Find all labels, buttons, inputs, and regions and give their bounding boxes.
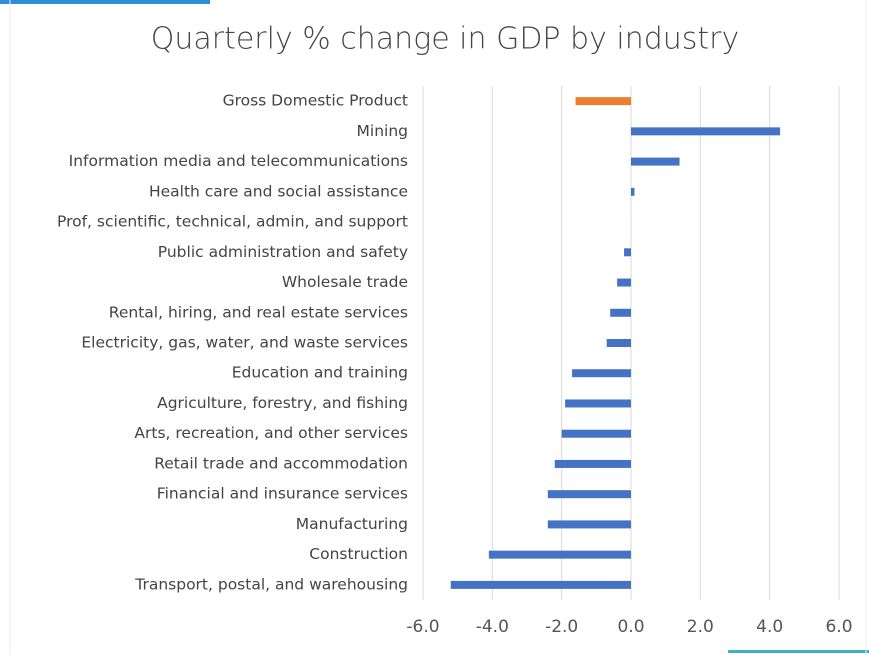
x-tick-label: 0.0 [617, 617, 644, 637]
bar [575, 97, 631, 106]
y-tick-label: Wholesale trade [282, 273, 408, 291]
y-tick-label: Prof, scientific, technical, admin, and … [57, 213, 408, 231]
bar [631, 187, 635, 196]
bar [554, 459, 631, 468]
y-tick-label: Manufacturing [296, 515, 408, 533]
y-tick-label: Health care and social assistance [149, 182, 408, 200]
y-tick-label: Transport, postal, and warehousing [134, 575, 408, 593]
y-tick-label: Construction [309, 545, 408, 563]
x-tick-label: -2.0 [545, 617, 578, 637]
bar [624, 248, 631, 257]
x-tick-label: 6.0 [825, 617, 852, 637]
chart-title: Quarterly % change in GDP by industry [151, 22, 740, 57]
bar [547, 520, 631, 529]
y-tick-label: Information media and telecommunications [69, 152, 408, 170]
bar [631, 127, 781, 136]
bar [610, 308, 631, 317]
bar [450, 580, 631, 589]
bar [606, 339, 631, 347]
bar [572, 369, 631, 378]
y-tick-label: Arts, recreation, and other services [134, 424, 408, 442]
y-tick-label: Mining [357, 122, 408, 140]
top-accent [0, 0, 210, 4]
x-tick-label: -6.0 [406, 617, 439, 637]
bar [488, 550, 631, 559]
y-tick-label: Agriculture, forestry, and fishing [157, 394, 408, 412]
y-tick-label: Financial and insurance services [157, 485, 408, 503]
y-tick-label: Electricity, gas, water, and waste servi… [81, 334, 408, 352]
x-tick-label: 2.0 [687, 617, 714, 637]
bar [561, 429, 631, 438]
bar [617, 278, 631, 287]
y-tick-label: Public administration and safety [158, 243, 408, 261]
bottom-accent [728, 650, 869, 653]
y-tick-label: Retail trade and accommodation [154, 454, 408, 472]
x-tick-label: -4.0 [476, 617, 509, 637]
y-tick-label: Rental, hiring, and real estate services [109, 303, 408, 321]
y-tick-label: Education and training [232, 364, 408, 382]
y-tick-label: Gross Domestic Product [223, 92, 408, 110]
bar [631, 157, 680, 166]
bar [547, 490, 631, 499]
x-tick-label: 4.0 [756, 617, 783, 637]
bar [565, 399, 631, 408]
